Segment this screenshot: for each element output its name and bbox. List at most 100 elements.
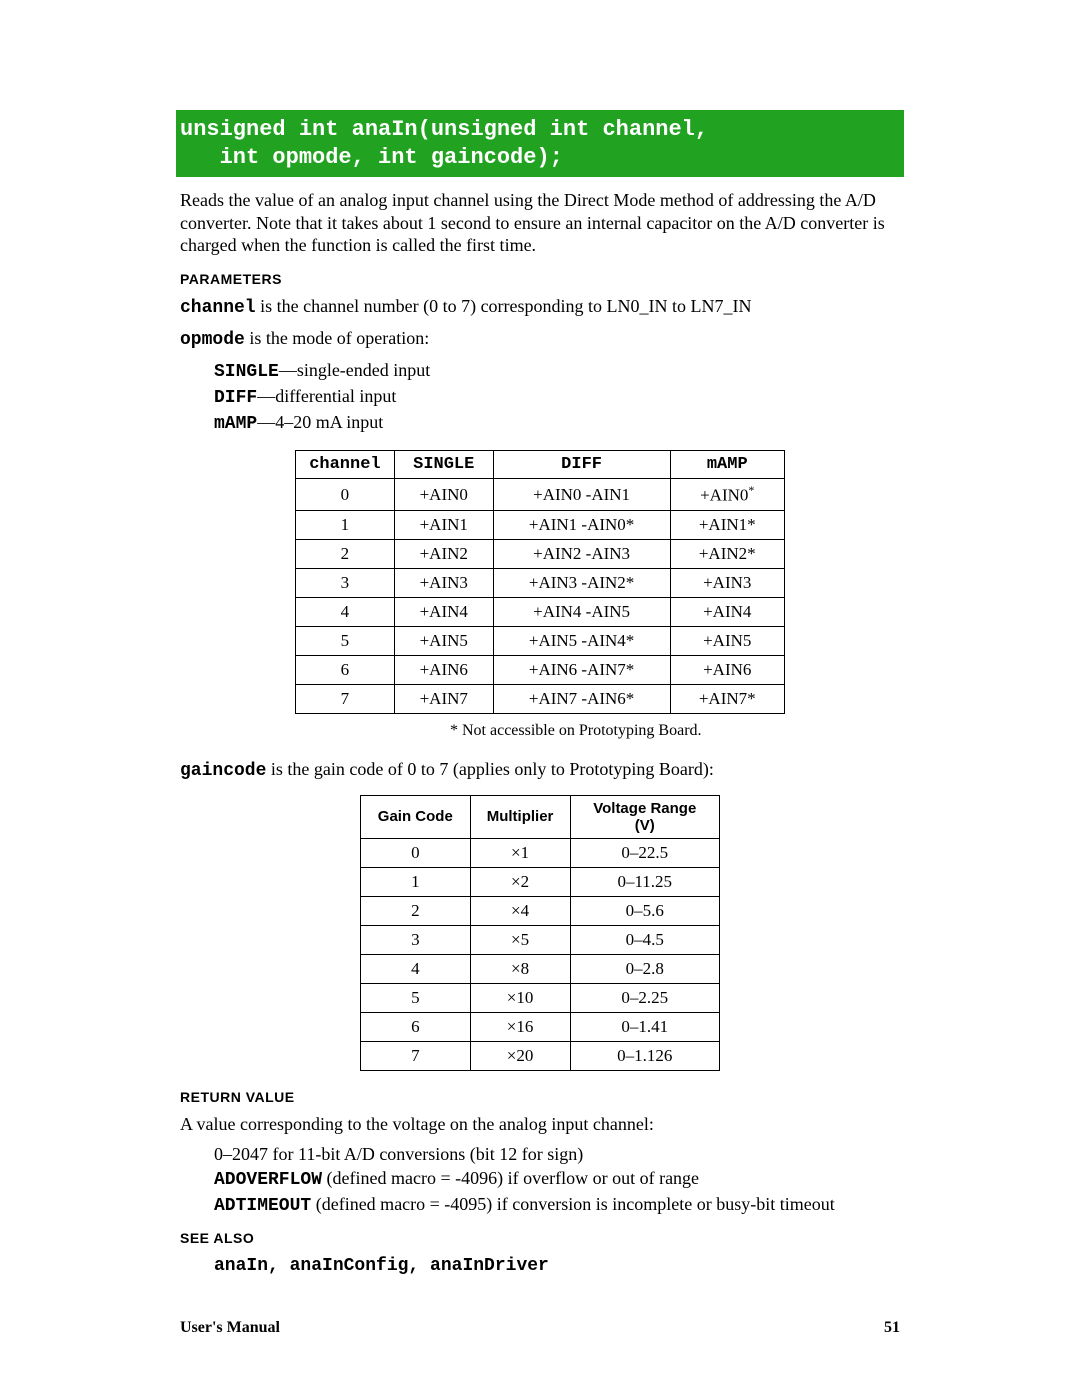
table-cell: 3 xyxy=(296,569,395,598)
table-cell: +AIN5 -AIN4* xyxy=(493,627,670,656)
table-cell: 7 xyxy=(361,1042,471,1071)
table-row: channel SINGLE DIFF mAMP xyxy=(296,451,785,479)
table-row: 0+AIN0+AIN0 -AIN1+AIN0* xyxy=(296,479,785,511)
table-row: 7+AIN7+AIN7 -AIN6*+AIN7* xyxy=(296,685,785,714)
parameters-heading: PARAMETERS xyxy=(180,271,900,287)
table-cell: 2 xyxy=(361,897,471,926)
param-gaincode: gaincode is the gain code of 0 to 7 (app… xyxy=(180,758,900,783)
return-value-heading: RETURN VALUE xyxy=(180,1089,900,1105)
table-cell: +AIN0 xyxy=(394,479,493,511)
table-row: 5+AIN5+AIN5 -AIN4*+AIN5 xyxy=(296,627,785,656)
gain-code-table: Gain Code Multiplier Voltage Range (V) 0… xyxy=(360,795,720,1072)
table-row: 2×40–5.6 xyxy=(361,897,720,926)
table-row: 4+AIN4+AIN4 -AIN5+AIN4 xyxy=(296,598,785,627)
table-cell: +AIN2* xyxy=(670,540,784,569)
table-cell: 4 xyxy=(361,955,471,984)
table-cell: 0–22.5 xyxy=(570,839,719,868)
table-cell: +AIN7* xyxy=(670,685,784,714)
table-row: Gain Code Multiplier Voltage Range (V) xyxy=(361,795,720,839)
table-cell: ×20 xyxy=(470,1042,570,1071)
table-cell: 0–11.25 xyxy=(570,868,719,897)
table-cell: +AIN1 -AIN0* xyxy=(493,511,670,540)
param-channel-text: is the channel number (0 to 7) correspon… xyxy=(256,296,752,316)
table-cell: 0–1.41 xyxy=(570,1013,719,1042)
table-row: 3+AIN3+AIN3 -AIN2*+AIN3 xyxy=(296,569,785,598)
param-gaincode-key: gaincode xyxy=(180,761,266,781)
return-line1: 0–2047 for 11-bit A/D conversions (bit 1… xyxy=(214,1142,900,1166)
th-voltage: Voltage Range (V) xyxy=(570,795,719,839)
table-row: 4×80–2.8 xyxy=(361,955,720,984)
table-cell: +AIN3 xyxy=(394,569,493,598)
return-intro: A value corresponding to the voltage on … xyxy=(180,1113,900,1136)
table-cell: 0–5.6 xyxy=(570,897,719,926)
table-row: 3×50–4.5 xyxy=(361,926,720,955)
table-cell: ×10 xyxy=(470,984,570,1013)
banner-line1: unsigned int anaIn(unsigned int channel, xyxy=(180,117,708,142)
table-cell: +AIN3 -AIN2* xyxy=(493,569,670,598)
table-cell: +AIN2 -AIN3 xyxy=(493,540,670,569)
see-also-heading: SEE ALSO xyxy=(180,1230,900,1246)
function-description: Reads the value of an analog input chann… xyxy=(180,189,900,257)
footer-left: User's Manual xyxy=(180,1319,280,1337)
table-cell: +AIN6 -AIN7* xyxy=(493,656,670,685)
page: unsigned int anaIn(unsigned int channel,… xyxy=(0,0,1080,1279)
table-cell: +AIN7 xyxy=(394,685,493,714)
table-row: 7×200–1.126 xyxy=(361,1042,720,1071)
table-cell: ×4 xyxy=(470,897,570,926)
th-multiplier: Multiplier xyxy=(470,795,570,839)
see-also-list: anaIn, anaInConfig, anaInDriver xyxy=(214,1252,900,1278)
table-cell: 2 xyxy=(296,540,395,569)
table-cell: 3 xyxy=(361,926,471,955)
footer-right: 51 xyxy=(884,1319,900,1337)
table-row: 1×20–11.25 xyxy=(361,868,720,897)
table-cell: +AIN6 xyxy=(394,656,493,685)
banner-line2: int opmode, int gaincode); xyxy=(180,145,563,170)
table-cell: +AIN0* xyxy=(670,479,784,511)
table-cell: +AIN4 -AIN5 xyxy=(493,598,670,627)
table-cell: +AIN5 xyxy=(670,627,784,656)
table-cell: 1 xyxy=(361,868,471,897)
table-row: 1+AIN1+AIN1 -AIN0*+AIN1* xyxy=(296,511,785,540)
table-cell: +AIN6 xyxy=(670,656,784,685)
table-cell: +AIN4 xyxy=(670,598,784,627)
table-cell: 0 xyxy=(361,839,471,868)
table-cell: 5 xyxy=(361,984,471,1013)
table-cell: ×16 xyxy=(470,1013,570,1042)
table-cell: 0–1.126 xyxy=(570,1042,719,1071)
footnote-marker: * xyxy=(748,483,754,497)
opmode-modes: SINGLE—single-ended input DIFF—different… xyxy=(214,358,900,437)
table-cell: 0–2.8 xyxy=(570,955,719,984)
th-single: SINGLE xyxy=(394,451,493,479)
channel-mode-table: channel SINGLE DIFF mAMP 0+AIN0+AIN0 -AI… xyxy=(295,450,785,714)
table-cell: ×8 xyxy=(470,955,570,984)
return-line3: ADTIMEOUT (defined macro = -4095) if con… xyxy=(214,1192,900,1218)
th-gaincode: Gain Code xyxy=(361,795,471,839)
table-row: 6+AIN6+AIN6 -AIN7*+AIN6 xyxy=(296,656,785,685)
table-cell: +AIN2 xyxy=(394,540,493,569)
param-channel: channel is the channel number (0 to 7) c… xyxy=(180,295,900,320)
table-cell: 6 xyxy=(296,656,395,685)
table-row: 6×160–1.41 xyxy=(361,1013,720,1042)
table-cell: +AIN1* xyxy=(670,511,784,540)
table-row: 0×10–22.5 xyxy=(361,839,720,868)
table-cell: +AIN7 -AIN6* xyxy=(493,685,670,714)
th-diff: DIFF xyxy=(493,451,670,479)
table-cell: ×1 xyxy=(470,839,570,868)
table-cell: 1 xyxy=(296,511,395,540)
table-cell: 6 xyxy=(361,1013,471,1042)
param-gaincode-text: is the gain code of 0 to 7 (applies only… xyxy=(266,759,713,779)
table-cell: ×5 xyxy=(470,926,570,955)
table-cell: 5 xyxy=(296,627,395,656)
param-opmode: opmode is the mode of operation: xyxy=(180,327,900,352)
page-footer: User's Manual 51 xyxy=(180,1319,900,1337)
param-opmode-key: opmode xyxy=(180,330,245,350)
return-details: 0–2047 for 11-bit A/D conversions (bit 1… xyxy=(214,1142,900,1219)
mode-diff: DIFF—differential input xyxy=(214,384,900,410)
mode-mamp: mAMP—4–20 mA input xyxy=(214,410,900,436)
table-row: 5×100–2.25 xyxy=(361,984,720,1013)
table-cell: +AIN4 xyxy=(394,598,493,627)
table-row: 2+AIN2+AIN2 -AIN3+AIN2* xyxy=(296,540,785,569)
table-cell: 7 xyxy=(296,685,395,714)
th-channel: channel xyxy=(296,451,395,479)
th-mamp: mAMP xyxy=(670,451,784,479)
